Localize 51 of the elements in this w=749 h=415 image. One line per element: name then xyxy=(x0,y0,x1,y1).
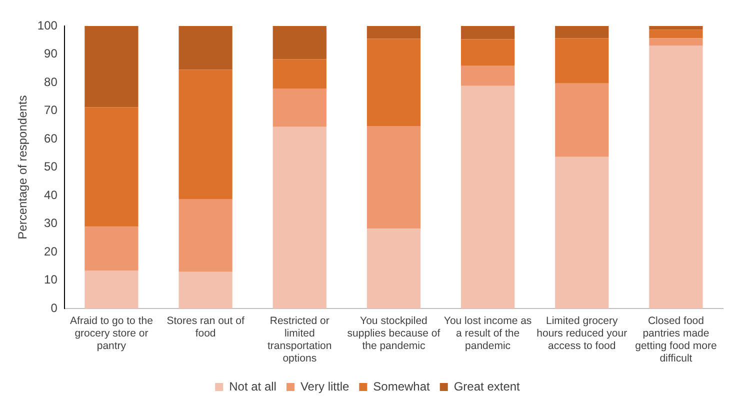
y-tick-label: 30 xyxy=(44,216,58,230)
bar xyxy=(272,26,326,60)
bar xyxy=(555,38,609,84)
bar xyxy=(460,86,515,309)
bar xyxy=(649,30,703,38)
bar xyxy=(272,59,326,88)
bar xyxy=(84,26,138,108)
bar xyxy=(178,26,232,70)
x-tick-label: You stockpiled supplies because of the pandemic xyxy=(347,314,440,352)
y-tick-label: 40 xyxy=(44,188,58,202)
x-tick-label: Stores ran out of food xyxy=(166,314,244,340)
bar xyxy=(366,228,421,309)
x-tick-label: Restricted or limited transportation options xyxy=(268,314,332,365)
bar xyxy=(366,26,421,39)
x-tick-label: Closed food pantries made getting food more difficult xyxy=(635,314,717,365)
bar xyxy=(178,198,232,272)
x-tick-label: Afraid to go to the grocery store or pantry xyxy=(70,314,154,352)
bar xyxy=(460,26,515,40)
bar xyxy=(84,107,138,227)
bar xyxy=(84,270,138,309)
bar xyxy=(272,88,326,127)
bar xyxy=(555,83,609,157)
y-tick-label: 80 xyxy=(44,74,58,89)
y-axis-title: Percentage of respondents xyxy=(16,95,30,240)
y-tick-label: 0 xyxy=(50,300,58,315)
x-tick-label: You lost income as a result of the pandemic xyxy=(444,314,532,352)
bar xyxy=(366,38,421,126)
bar xyxy=(649,38,703,46)
bar xyxy=(649,26,703,30)
x-tick-label: Limited grocery hours reduced your access to food xyxy=(536,314,628,352)
y-tick-label: 10 xyxy=(44,272,58,287)
bar xyxy=(649,46,703,309)
bar xyxy=(178,70,232,199)
y-tick-label: 50 xyxy=(44,160,58,174)
bar xyxy=(460,66,515,86)
bar xyxy=(460,39,515,66)
y-tick-label: 100 xyxy=(37,18,58,32)
y-tick-label: 70 xyxy=(44,103,58,118)
legend-label: Somewhat xyxy=(373,379,431,394)
y-tick-label: 90 xyxy=(44,46,58,61)
y-tick-label: 60 xyxy=(44,131,58,146)
bar xyxy=(178,272,232,309)
legend-label: Great extent xyxy=(454,379,521,394)
legend-label: Very little xyxy=(300,379,350,394)
bar xyxy=(366,126,421,229)
bar xyxy=(555,156,609,309)
bar xyxy=(84,226,138,270)
y-tick-label: 20 xyxy=(44,244,58,258)
legend-label: Not at all xyxy=(229,379,276,394)
bar xyxy=(272,126,326,309)
bar xyxy=(555,26,609,38)
